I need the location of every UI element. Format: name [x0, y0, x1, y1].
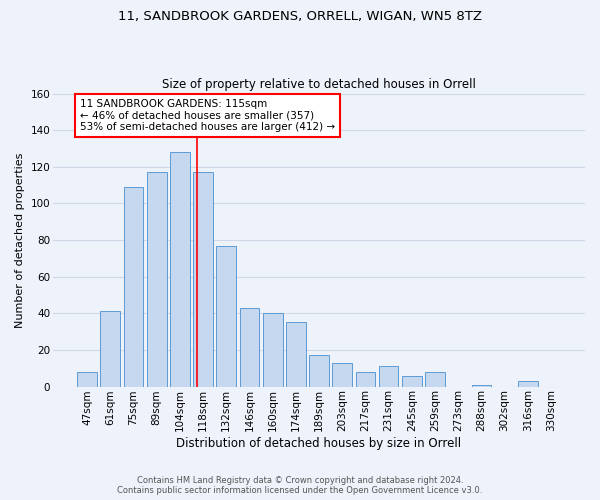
Bar	[100, 312, 120, 386]
Bar	[332, 362, 352, 386]
Bar	[147, 172, 167, 386]
Bar	[472, 384, 491, 386]
Bar	[518, 381, 538, 386]
Bar	[217, 246, 236, 386]
Bar	[263, 314, 283, 386]
Y-axis label: Number of detached properties: Number of detached properties	[15, 152, 25, 328]
Text: Contains HM Land Registry data © Crown copyright and database right 2024.
Contai: Contains HM Land Registry data © Crown c…	[118, 476, 482, 495]
Title: Size of property relative to detached houses in Orrell: Size of property relative to detached ho…	[162, 78, 476, 91]
Bar	[239, 308, 259, 386]
Bar	[379, 366, 398, 386]
Bar	[309, 356, 329, 386]
Bar	[193, 172, 213, 386]
Bar	[170, 152, 190, 386]
Text: 11 SANDBROOK GARDENS: 115sqm
← 46% of detached houses are smaller (357)
53% of s: 11 SANDBROOK GARDENS: 115sqm ← 46% of de…	[80, 99, 335, 132]
Bar	[124, 187, 143, 386]
Bar	[286, 322, 306, 386]
Bar	[402, 376, 422, 386]
Bar	[425, 372, 445, 386]
Text: 11, SANDBROOK GARDENS, ORRELL, WIGAN, WN5 8TZ: 11, SANDBROOK GARDENS, ORRELL, WIGAN, WN…	[118, 10, 482, 23]
X-axis label: Distribution of detached houses by size in Orrell: Distribution of detached houses by size …	[176, 437, 461, 450]
Bar	[356, 372, 375, 386]
Bar	[77, 372, 97, 386]
